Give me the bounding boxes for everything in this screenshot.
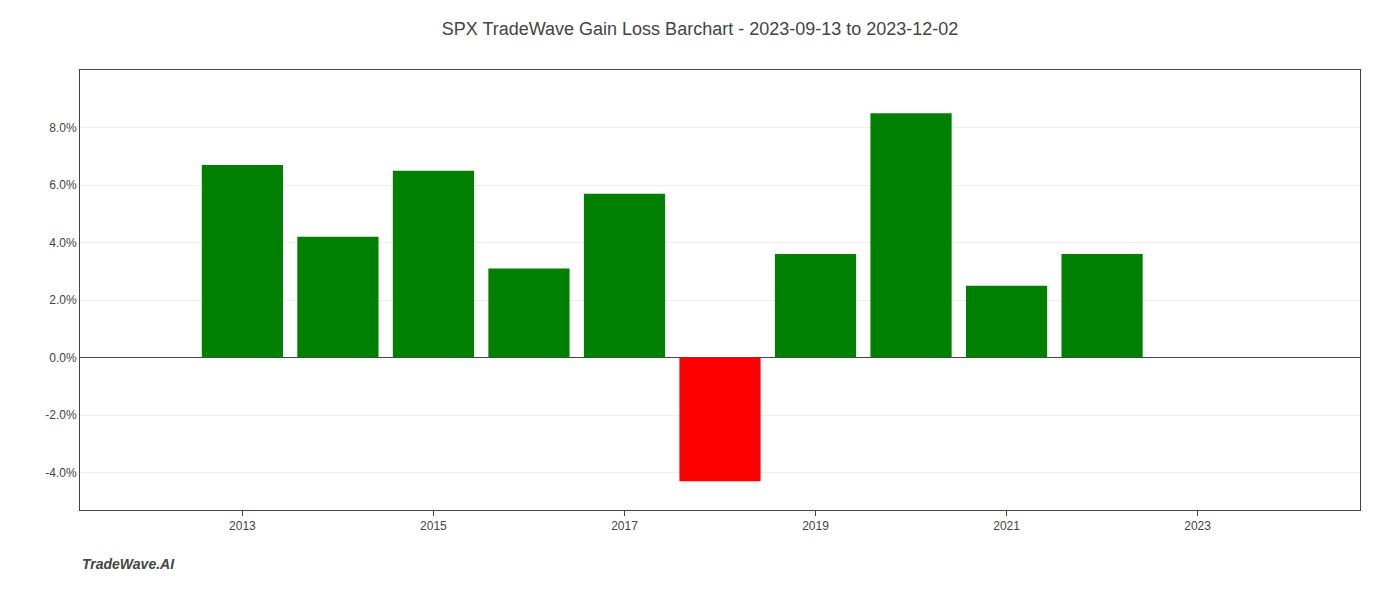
svg-text:TradeWave.AI: TradeWave.AI xyxy=(82,556,175,572)
svg-text:2019: 2019 xyxy=(802,519,829,533)
svg-text:-4.0%: -4.0% xyxy=(45,466,77,480)
svg-text:4.0%: 4.0% xyxy=(49,236,77,250)
svg-text:2021: 2021 xyxy=(993,519,1020,533)
svg-text:2.0%: 2.0% xyxy=(49,293,77,307)
svg-text:SPX TradeWave Gain Loss Barcha: SPX TradeWave Gain Loss Barchart - 2023-… xyxy=(442,19,959,39)
svg-text:6.0%: 6.0% xyxy=(49,178,77,192)
svg-text:2013: 2013 xyxy=(229,519,256,533)
svg-text:-2.0%: -2.0% xyxy=(45,408,77,422)
svg-text:2015: 2015 xyxy=(420,519,447,533)
svg-text:2023: 2023 xyxy=(1184,519,1211,533)
svg-text:0.0%: 0.0% xyxy=(49,351,77,365)
svg-text:2017: 2017 xyxy=(611,519,638,533)
svg-text:8.0%: 8.0% xyxy=(49,121,77,135)
